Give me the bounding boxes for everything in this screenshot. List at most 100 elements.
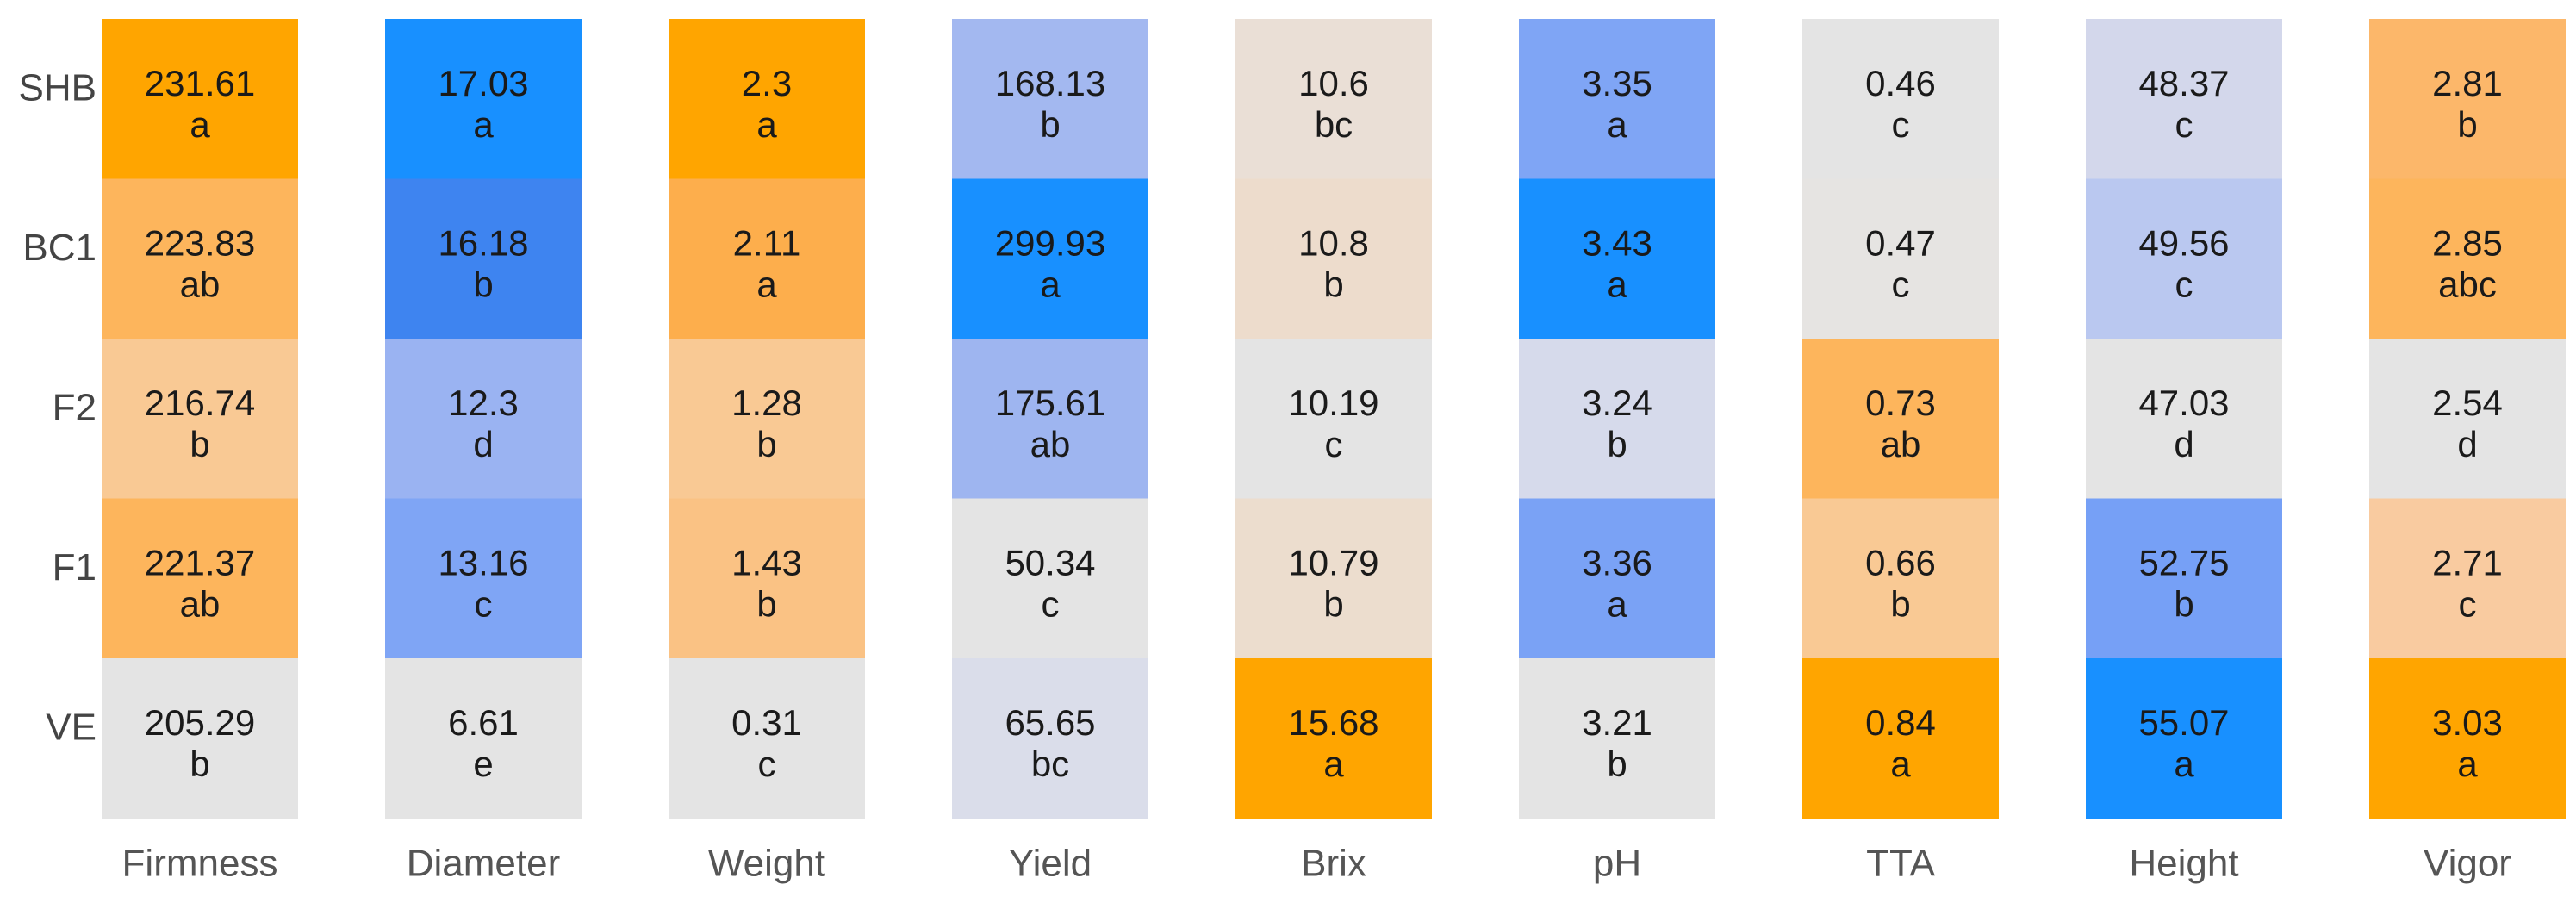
cell-letter: a bbox=[756, 104, 777, 145]
cell-letter: b bbox=[1890, 584, 1910, 625]
cell-value: 2.71 bbox=[2432, 543, 2503, 583]
cell-rect bbox=[1519, 178, 1715, 339]
cell-letter: d bbox=[473, 424, 493, 464]
cell-weight-f1: 1.43b bbox=[669, 498, 865, 659]
cell-yield-f1: 50.34c bbox=[952, 498, 1148, 659]
cell-value: 12.3 bbox=[448, 383, 519, 423]
cell-value: 0.73 bbox=[1865, 383, 1936, 423]
row-label-f2: F2 bbox=[53, 386, 96, 428]
cell-letter: b bbox=[473, 265, 493, 305]
cell-value: 2.11 bbox=[733, 223, 801, 264]
cell-diameter-f1: 13.16c bbox=[385, 498, 582, 659]
column-label-height: Height bbox=[2129, 843, 2238, 885]
cell-letter: c bbox=[2459, 584, 2477, 625]
cell-rect bbox=[1802, 339, 1999, 500]
cell-value: 16.18 bbox=[438, 223, 528, 264]
cell-tta-f1: 0.66b bbox=[1802, 498, 1999, 659]
cell-letter: a bbox=[1607, 104, 1627, 145]
cell-letter: c bbox=[758, 744, 776, 784]
cell-value: 17.03 bbox=[438, 63, 528, 103]
cell-value: 10.6 bbox=[1298, 63, 1369, 103]
cell-rect bbox=[669, 339, 865, 500]
cell-rect bbox=[2086, 498, 2282, 659]
cell-tta-shb: 0.46c bbox=[1802, 19, 1999, 180]
cell-letter: c bbox=[1042, 584, 1060, 625]
row-label-f1: F1 bbox=[53, 546, 96, 589]
cell-letter: a bbox=[2457, 744, 2478, 784]
cell-diameter-bc1: 16.18b bbox=[385, 178, 582, 339]
cell-rect bbox=[2369, 339, 2566, 500]
cell-value: 205.29 bbox=[145, 702, 255, 743]
cell-letter: a bbox=[1607, 584, 1627, 625]
cell-letter: c bbox=[475, 584, 493, 625]
cell-rect bbox=[2086, 19, 2282, 180]
cell-letter: b bbox=[1607, 424, 1627, 464]
cell-height-f1: 52.75b bbox=[2086, 498, 2282, 659]
cell-value: 221.37 bbox=[145, 543, 255, 583]
cell-rect bbox=[2086, 658, 2282, 819]
cell-value: 3.21 bbox=[1582, 702, 1652, 743]
cell-diameter-ve: 6.61e bbox=[385, 658, 582, 819]
heatmap-columns: 231.61a223.83ab216.74b221.37ab205.29b17.… bbox=[102, 19, 2566, 819]
cell-letter: b bbox=[1040, 104, 1060, 145]
cell-letter: d bbox=[2457, 424, 2477, 464]
cell-weight-shb: 2.3a bbox=[669, 19, 865, 180]
cell-letter: b bbox=[1323, 265, 1343, 305]
cell-letter: c bbox=[1892, 265, 1910, 305]
cell-yield-bc1: 299.93a bbox=[952, 178, 1148, 339]
cell-letter: a bbox=[1607, 265, 1627, 305]
row-label-ve: VE bbox=[46, 706, 96, 748]
cell-rect bbox=[669, 19, 865, 180]
cell-brix-bc1: 10.8b bbox=[1235, 178, 1432, 339]
cell-letter: a bbox=[2174, 744, 2194, 784]
cell-value: 49.56 bbox=[2138, 223, 2229, 264]
cell-letter: c bbox=[2175, 104, 2193, 145]
cell-height-f2: 47.03d bbox=[2086, 339, 2282, 500]
cell-rect bbox=[1519, 658, 1715, 819]
cell-rect bbox=[669, 178, 865, 339]
cell-rect bbox=[385, 19, 582, 180]
cell-value: 2.3 bbox=[742, 63, 792, 103]
cell-rect bbox=[2369, 498, 2566, 659]
cell-rect bbox=[1519, 498, 1715, 659]
cell-value: 2.85 bbox=[2432, 223, 2503, 264]
cell-rect bbox=[952, 339, 1148, 500]
cell-value: 2.54 bbox=[2432, 383, 2503, 423]
cell-letter: a bbox=[190, 104, 210, 145]
column-label-tta: TTA bbox=[1866, 843, 1935, 885]
cell-rect bbox=[1235, 498, 1432, 659]
cell-height-shb: 48.37c bbox=[2086, 19, 2282, 180]
cell-height-bc1: 49.56c bbox=[2086, 178, 2282, 339]
cell-value: 0.66 bbox=[1865, 543, 1936, 583]
cell-yield-shb: 168.13b bbox=[952, 19, 1148, 180]
cell-weight-bc1: 2.11a bbox=[669, 178, 865, 339]
cell-rect bbox=[2369, 19, 2566, 180]
cell-tta-bc1: 0.47c bbox=[1802, 178, 1999, 339]
cell-diameter-shb: 17.03a bbox=[385, 19, 582, 180]
cell-value: 3.35 bbox=[1582, 63, 1652, 103]
cell-firmness-f2: 216.74b bbox=[102, 339, 298, 500]
cell-value: 3.03 bbox=[2432, 702, 2503, 743]
row-label-bc1: BC1 bbox=[22, 227, 96, 269]
column-label-vigor: Vigor bbox=[2424, 843, 2511, 885]
column-label-firmness: Firmness bbox=[122, 843, 278, 885]
cell-letter: bc bbox=[1315, 104, 1353, 145]
cell-value: 299.93 bbox=[995, 223, 1105, 264]
cell-brix-ve: 15.68a bbox=[1235, 658, 1432, 819]
cell-rect bbox=[102, 339, 298, 500]
cell-rect bbox=[1802, 498, 1999, 659]
cell-rect bbox=[385, 498, 582, 659]
cell-letter: a bbox=[756, 265, 777, 305]
cell-letter: c bbox=[1892, 104, 1910, 145]
